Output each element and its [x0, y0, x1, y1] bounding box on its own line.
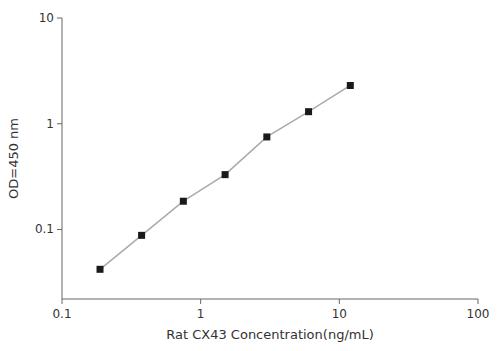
x-tick: [478, 299, 479, 304]
data-point: [97, 266, 104, 273]
background: [0, 0, 500, 351]
x-tick-label: 100: [467, 307, 490, 321]
data-point: [222, 171, 229, 178]
y-tick: [57, 229, 62, 230]
x-tick-label: 0.1: [52, 307, 71, 321]
y-axis-line: [62, 18, 63, 299]
data-point: [305, 108, 312, 115]
axes: 0.1 1 10 100 0.1 1 10: [35, 11, 490, 321]
x-tick: [62, 299, 63, 304]
plot-area: [97, 82, 354, 273]
y-tick-label: 0.1: [35, 222, 54, 236]
x-tick: [339, 299, 340, 304]
data-point: [347, 82, 354, 89]
y-tick-label: 1: [46, 117, 54, 131]
y-tick-label: 10: [39, 11, 54, 25]
y-tick: [57, 18, 62, 19]
data-line: [100, 85, 350, 269]
x-tick-label: 1: [197, 307, 205, 321]
data-point: [138, 232, 145, 239]
x-tick: [200, 299, 201, 304]
chart: 0.1 1 10 100 0.1 1 10 Rat CX43 Concentration(ng…: [0, 0, 500, 351]
x-axis-label: Rat CX43 Concentration(ng/mL): [166, 327, 374, 342]
x-axis-line: [62, 299, 478, 300]
x-tick-label: 10: [332, 307, 347, 321]
data-point: [263, 133, 270, 140]
y-axis-label: OD=450 nm: [6, 118, 21, 199]
y-tick: [57, 123, 62, 124]
data-point: [180, 198, 187, 205]
chart-container: 0.1 1 10 100 0.1 1 10 Rat CX43 Concentration(ng…: [0, 0, 500, 351]
